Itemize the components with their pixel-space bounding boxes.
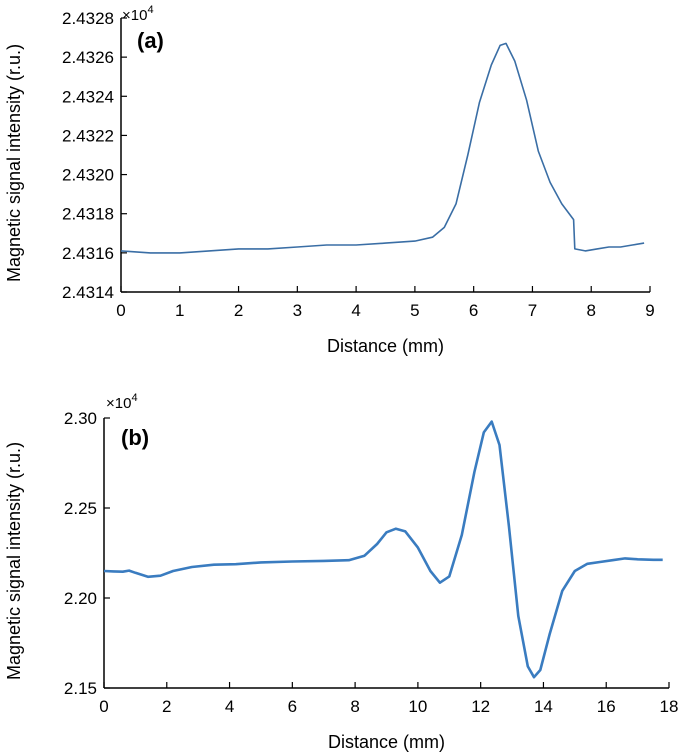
panel-label: (a) (137, 28, 164, 53)
multiplier-exponent: 4 (147, 4, 153, 16)
x-tick-label: 2 (234, 301, 243, 320)
chart-panel-b: 0 2 4 6 8 10 12 14 16 18 2.15 2.20 2.25 2.30 Distance … (4, 392, 678, 752)
x-tick-label: 0 (99, 697, 108, 716)
panel-label: (b) (121, 425, 149, 450)
data-series-line (103, 420, 663, 679)
y-tick-label: 2.4326 (62, 48, 114, 67)
x-tick-label: 6 (288, 697, 297, 716)
x-tick-label: 16 (597, 697, 616, 716)
y-tick-label: 2.30 (64, 409, 97, 428)
x-tick-label: 3 (293, 301, 302, 320)
y-tick-label: 2.20 (64, 589, 97, 608)
y-axis-label: Magnetic signal intensity (r.u.) (4, 442, 24, 680)
y-axis-multiplier: ×104 (106, 392, 138, 412)
multiplier-base: ×10 (122, 7, 147, 24)
y-tick-label: 2.4320 (62, 166, 114, 185)
data-series-line (120, 42, 645, 254)
x-tick-label: 4 (225, 697, 234, 716)
x-axis-label: Distance (mm) (327, 336, 444, 356)
x-tick-label: 8 (586, 301, 595, 320)
y-tick-label: 2.4314 (62, 283, 114, 302)
x-tick-label: 4 (351, 301, 360, 320)
x-tick-label: 8 (350, 697, 359, 716)
y-tick-label: 2.15 (64, 679, 97, 698)
y-tick-label: 2.4318 (62, 205, 114, 224)
x-tick-label: 18 (660, 697, 679, 716)
x-tick-label: 10 (408, 697, 427, 716)
y-tick-label: 2.4316 (62, 244, 114, 263)
y-tick-label: 2.4324 (62, 87, 114, 106)
y-tick-label: 2.25 (64, 499, 97, 518)
multiplier-base: ×10 (106, 395, 131, 412)
x-tick-label: 6 (469, 301, 478, 320)
x-tick-label: 5 (410, 301, 419, 320)
x-tick-label: 9 (645, 301, 654, 320)
y-tick-label: 2.4328 (62, 9, 114, 28)
x-tick-label: 0 (116, 301, 125, 320)
x-tick-label: 1 (175, 301, 184, 320)
chart-panel-a: 0 1 2 3 4 5 6 7 8 9 2.4314 2.4316 2.4318 2.4320 2.4322… (4, 4, 655, 356)
y-axis-label: Magnetic signal intensity (r.u.) (4, 44, 24, 282)
x-tick-label: 14 (534, 697, 553, 716)
y-tick-label: 2.4322 (62, 126, 114, 145)
multiplier-exponent: 4 (131, 392, 137, 404)
x-tick-label: 7 (528, 301, 537, 320)
x-axis-label: Distance (mm) (328, 732, 445, 752)
x-tick-label: 2 (162, 697, 171, 716)
x-tick-label: 12 (471, 697, 490, 716)
y-axis-multiplier: ×104 (122, 4, 154, 24)
